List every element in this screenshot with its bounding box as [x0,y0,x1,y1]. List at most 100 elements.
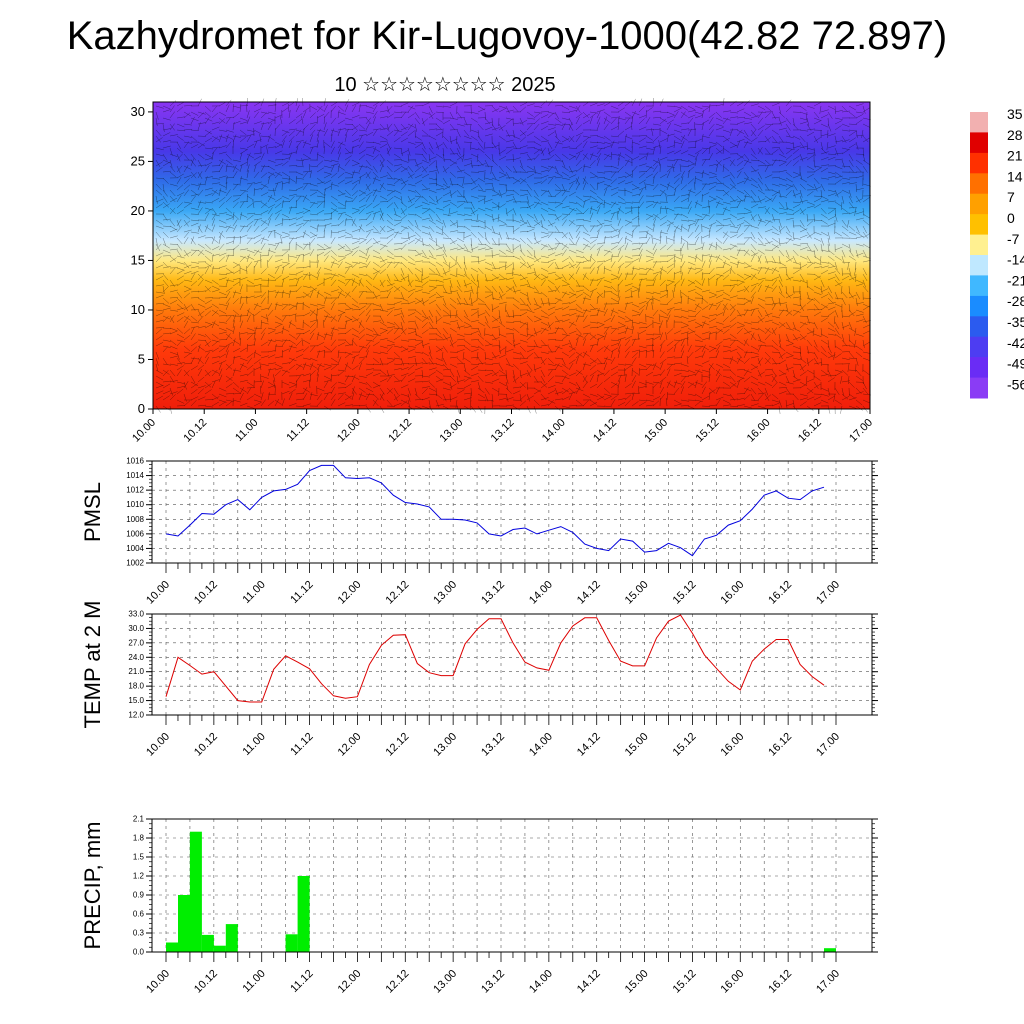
x-tick-label: 11.00 [240,968,267,995]
wind-barbs [155,97,872,415]
colorbar-label: -35 [1007,314,1024,330]
grid [152,818,872,953]
precip-bar [189,831,202,952]
x-tick-label: 14.00 [527,731,555,759]
precip-bar [824,948,836,952]
y-tick-label: 1010 [126,500,144,509]
colorbar-label: 21 [1007,148,1023,164]
x-tick-label: 14.12 [575,968,603,996]
x-tick-label: 14.12 [575,579,603,607]
y-tick-label: 33.0 [128,610,144,619]
x-tick-label: 11.00 [233,417,260,444]
x-tick-label: 10.12 [192,968,220,996]
colorbar-label: 35 [1007,106,1023,122]
x-tick-label: 12.12 [383,579,411,607]
x-tick-label: 15.00 [623,731,651,759]
colorbar-swatch [970,275,988,297]
colorbar-swatch [970,132,988,154]
colorbar-label: -28 [1007,293,1024,309]
y-axis-label: PRECIP, mm [80,822,105,950]
precip-bar [297,876,310,952]
colorbar-swatch [970,193,988,215]
x-tick-label: 13.00 [431,968,459,996]
x-tick-label: 11.00 [240,731,267,758]
y-tick-label: 1.8 [133,834,145,843]
chart-title: Kazhydromet for Kir-Lugovoy-1000(42.82 7… [66,14,948,58]
x-tick-label: 17.00 [814,968,842,996]
temperature-panel: 12.0 15.0 18.0 21.0 24.0 27.0 30.0 33.0 10.00 10.… [80,601,878,759]
x-tick-label: 12.00 [336,579,364,607]
colorbar-swatch [970,255,988,276]
precip-bar [166,942,178,952]
colorbar-swatch [970,377,988,399]
y-tick-label: 1012 [126,486,144,495]
x-tick-label: 12.12 [386,417,414,445]
y-tick-label: 27.0 [128,638,144,647]
series-line [165,464,825,557]
x-tick-label: 14.12 [575,731,603,759]
y-tick-label: 1002 [126,559,144,568]
colorbar-label: -49 [1007,356,1024,372]
y-tick-label: 2.1 [133,815,145,824]
y-tick-label: 1006 [126,529,144,538]
precipitation-panel: 0.0 0.3 0.6 0.9 1.2 1.5 1.8 2.1 10.00 10.12 11.00 1… [80,815,878,996]
y-tick-label: 1004 [126,544,144,553]
x-tick-label: 17.00 [814,731,842,759]
x-tick-label: 13.00 [437,417,465,445]
y-tick-label: 0.0 [133,948,145,957]
y-tick-label: 15 [131,252,145,267]
y-tick-label: 5 [138,351,145,366]
x-tick-label: 10.12 [192,731,220,759]
colorbar-swatch [970,214,988,235]
x-tick-label: 16.12 [766,731,794,759]
x-tick-label: 11.12 [288,731,315,758]
precip-bar [285,934,298,952]
y-tick-label: 12.0 [128,711,144,720]
x-tick-label: 13.00 [431,731,459,759]
colorbar-swatch [970,357,988,378]
x-tick-label: 10.00 [144,731,172,759]
y-tick-label: 0.6 [133,910,145,919]
colorbar-label: 28 [1007,127,1023,143]
x-tick-label: 16.12 [766,579,794,607]
x-tick-label: 10.12 [181,417,209,445]
x-tick-label: 11.12 [284,417,311,444]
x-tick-label: 10.12 [192,579,220,607]
y-tick-label: 30.0 [128,624,144,633]
x-tick-label: 12.00 [336,731,364,759]
precip-bar [178,895,190,952]
x-tick-label: 15.00 [642,417,670,445]
pmsl-panel: 1002 1004 1006 1008 1010 1012 1014 1016 10.00 10.… [80,457,878,607]
grid [152,460,872,564]
x-tick-label: 11.12 [288,968,315,995]
x-tick-label: 16.00 [718,579,746,607]
x-tick-label: 14.12 [591,417,619,445]
precip-bar [201,934,214,952]
x-tick-label: 15.12 [671,968,699,996]
x-tick-label: 17.00 [814,579,842,607]
x-tick-label: 13.12 [489,417,517,445]
x-tick-label: 16.00 [745,417,773,445]
y-tick-label: 1014 [126,471,144,480]
x-tick-label: 13.12 [479,968,507,996]
x-tick-label: 10.00 [144,968,172,996]
y-tick-label: 1016 [126,457,144,466]
x-tick-label: 15.12 [671,579,699,607]
x-tick-label: 12.00 [335,417,363,445]
x-tick-label: 15.00 [623,968,651,996]
colorbar-label: -42 [1007,335,1024,351]
colorbar-swatch [970,112,988,133]
colorbar-label: 0 [1007,210,1015,226]
y-tick-label: 1.5 [133,853,145,862]
precip-bar [213,945,226,952]
y-tick-label: 25 [131,153,145,168]
colorbar-swatch [970,316,988,338]
y-tick-label: 30 [131,104,145,119]
series-line [165,614,825,703]
x-tick-label: 12.12 [383,731,411,759]
x-tick-label: 10.00 [130,417,158,445]
colorbar-label: -14 [1007,252,1024,268]
grid [152,613,872,716]
y-tick-label: 21.0 [128,667,144,676]
